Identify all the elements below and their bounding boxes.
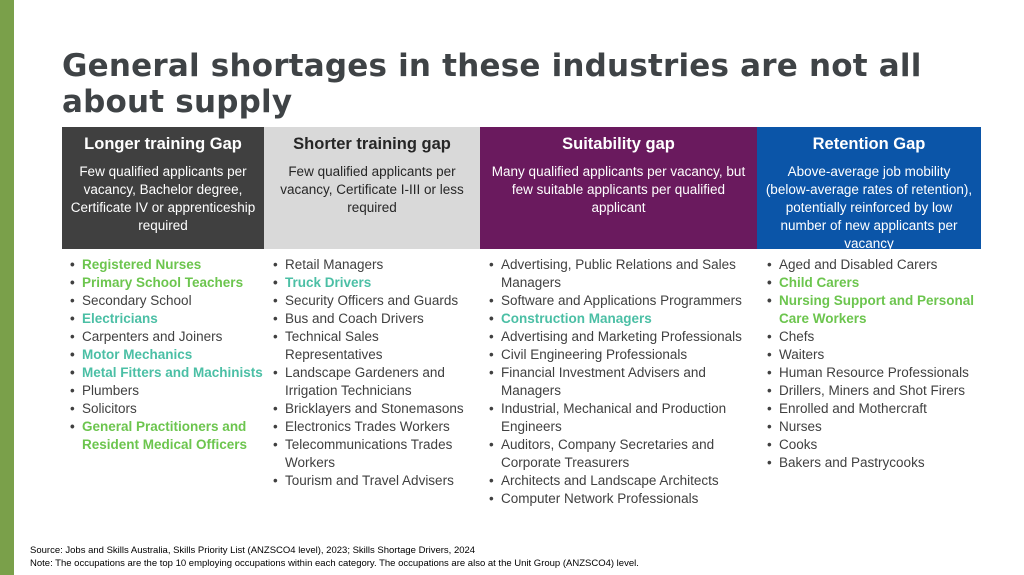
accent-bar — [0, 0, 14, 575]
list-item: Human Resource Professionals — [765, 364, 981, 382]
list-item: Metal Fitters and Machinists — [68, 364, 264, 382]
occupation-list-longer-training: Registered NursesPrimary School Teachers… — [68, 256, 264, 454]
occupation-list-shorter-training: Retail ManagersTruck DriversSecurity Off… — [271, 256, 479, 490]
list-item: Telecommunications Trades Workers — [271, 436, 479, 472]
list-item: Child Carers — [765, 274, 981, 292]
list-item: Civil Engineering Professionals — [487, 346, 755, 364]
occupation-list-suitability: Advertising, Public Relations and Sales … — [487, 256, 755, 508]
list-item: Truck Drivers — [271, 274, 479, 292]
list-item: Motor Mechanics — [68, 346, 264, 364]
list-item: Electronics Trades Workers — [271, 418, 479, 436]
list-item: Nurses — [765, 418, 981, 436]
list-item: Auditors, Company Secretaries and Corpor… — [487, 436, 755, 472]
list-item: Industrial, Mechanical and Production En… — [487, 400, 755, 436]
list-item: Bricklayers and Stonemasons — [271, 400, 479, 418]
list-item: Advertising, Public Relations and Sales … — [487, 256, 755, 292]
footnote: Note: The occupations are the top 10 emp… — [30, 558, 639, 569]
list-item: Nursing Support and Personal Care Worker… — [765, 292, 981, 328]
list-item: Software and Applications Programmers — [487, 292, 755, 310]
list-item: Chefs — [765, 328, 981, 346]
list-item: Enrolled and Mothercraft — [765, 400, 981, 418]
list-item: Retail Managers — [271, 256, 479, 274]
slide-title: General shortages in these industries ar… — [62, 48, 922, 120]
list-item: Drillers, Miners and Shot Firers — [765, 382, 981, 400]
list-item: Aged and Disabled Carers — [765, 256, 981, 274]
list-item: Waiters — [765, 346, 981, 364]
list-item: Registered Nurses — [68, 256, 264, 274]
list-item: Secondary School — [68, 292, 264, 310]
list-item: Financial Investment Advisers and Manage… — [487, 364, 755, 400]
column-title: Retention Gap — [812, 135, 926, 153]
occupation-list-retention: Aged and Disabled CarersChild CarersNurs… — [765, 256, 981, 472]
column-header-longer-training: Longer training Gap Few qualified applic… — [62, 127, 264, 249]
column-header-retention: Retention Gap Above-average job mobility… — [757, 127, 981, 251]
list-item: Cooks — [765, 436, 981, 454]
column-title: Suitability gap — [562, 135, 675, 153]
column-title: Shorter training gap — [293, 135, 451, 153]
column-description: Many qualified applicants per vacancy, b… — [491, 164, 746, 215]
list-item: Solicitors — [68, 400, 264, 418]
list-item: Tourism and Travel Advisers — [271, 472, 479, 490]
list-item: Architects and Landscape Architects — [487, 472, 755, 490]
list-item: Security Officers and Guards — [271, 292, 479, 310]
list-item: Construction Managers — [487, 310, 755, 328]
list-item: Technical Sales Representatives — [271, 328, 479, 364]
column-header-suitability: Suitability gap Many qualified applicant… — [480, 127, 757, 249]
list-item: Carpenters and Joiners — [68, 328, 264, 346]
column-description: Few qualified applicants per vacancy, Ce… — [280, 164, 464, 215]
list-item: Electricians — [68, 310, 264, 328]
source-note: Source: Jobs and Skills Australia, Skill… — [30, 545, 476, 556]
column-title: Longer training Gap — [84, 135, 242, 153]
list-item: Landscape Gardeners and Irrigation Techn… — [271, 364, 479, 400]
list-item: Plumbers — [68, 382, 264, 400]
column-description: Above-average job mobility (below-averag… — [765, 164, 973, 251]
list-item: Advertising and Marketing Professionals — [487, 328, 755, 346]
list-item: General Practitioners and Resident Medic… — [68, 418, 264, 454]
column-header-shorter-training: Shorter training gap Few qualified appli… — [264, 127, 480, 249]
list-item: Primary School Teachers — [68, 274, 264, 292]
list-item: Bus and Coach Drivers — [271, 310, 479, 328]
list-item: Bakers and Pastrycooks — [765, 454, 981, 472]
column-description: Few qualified applicants per vacancy, Ba… — [70, 164, 256, 233]
list-item: Computer Network Professionals — [487, 490, 755, 508]
